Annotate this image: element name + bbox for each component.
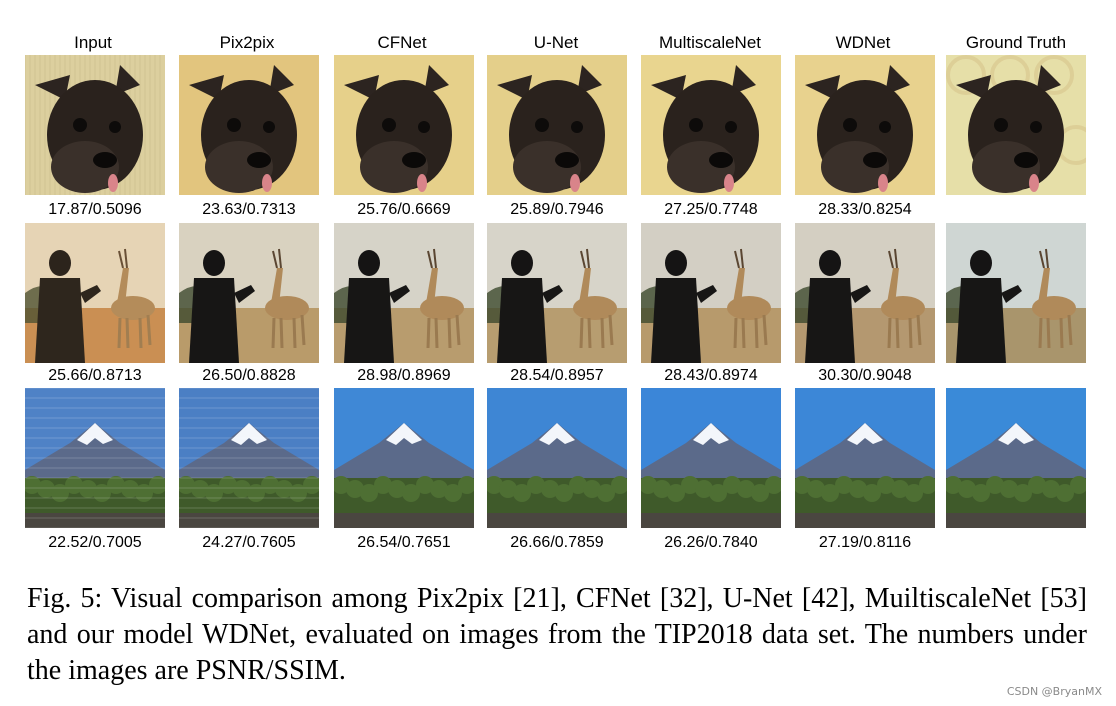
result-image: [946, 55, 1086, 195]
column-header-pix2pix: Pix2pix: [219, 33, 275, 52]
result-image-graphic: [487, 55, 627, 195]
psnr-ssim-label: 30.30/0.9048: [818, 367, 912, 384]
result-image-graphic: [641, 55, 781, 195]
result-image-graphic: [179, 55, 319, 195]
result-image: [25, 388, 165, 528]
psnr-ssim-label: 27.19/0.8116: [818, 534, 912, 551]
psnr-ssim-label: 24.27/0.7605: [202, 534, 296, 551]
psnr-ssim-label: 28.54/0.8957: [510, 367, 604, 384]
result-image-graphic: [25, 223, 165, 363]
psnr-ssim-label: 28.33/0.8254: [818, 201, 912, 218]
result-image-graphic: [334, 223, 474, 363]
column-header-unet: U-Net: [533, 33, 579, 52]
result-image: [795, 388, 935, 528]
result-image: [946, 388, 1086, 528]
psnr-ssim-label: 17.87/0.5096: [48, 201, 142, 218]
result-image: [179, 55, 319, 195]
psnr-ssim-label: 26.50/0.8828: [202, 367, 296, 384]
result-image-graphic: [641, 223, 781, 363]
psnr-ssim-label: 22.52/0.7005: [48, 534, 142, 551]
psnr-ssim-label: 25.76/0.6669: [357, 201, 451, 218]
result-image: [179, 388, 319, 528]
column-header-wdnet: WDNet: [835, 33, 891, 52]
result-image: [334, 388, 474, 528]
result-image: [641, 55, 781, 195]
watermark: CSDN @BryanMX: [1006, 685, 1102, 698]
result-image: [334, 55, 474, 195]
result-image: [795, 223, 935, 363]
result-image-graphic: [179, 388, 319, 528]
psnr-ssim-label: 26.54/0.7651: [357, 534, 451, 551]
result-image-graphic: [487, 388, 627, 528]
result-image: [641, 388, 781, 528]
result-image-graphic: [795, 223, 935, 363]
result-image: [487, 388, 627, 528]
result-image-graphic: [25, 55, 165, 195]
psnr-ssim-label: 27.25/0.7748: [664, 201, 758, 218]
psnr-ssim-label: 28.43/0.8974: [664, 367, 758, 384]
result-image: [487, 55, 627, 195]
result-image: [946, 223, 1086, 363]
psnr-ssim-label: 26.66/0.7859: [510, 534, 604, 551]
psnr-ssim-label: 23.63/0.7313: [202, 201, 296, 218]
result-image-graphic: [795, 388, 935, 528]
result-image: [25, 55, 165, 195]
result-image-graphic: [487, 223, 627, 363]
result-image-graphic: [334, 388, 474, 528]
result-image-graphic: [946, 223, 1086, 363]
figure-caption: Fig. 5: Visual comparison among Pix2pix …: [27, 583, 1087, 686]
result-image-graphic: [334, 55, 474, 195]
result-image-graphic: [946, 55, 1086, 195]
psnr-ssim-label: 26.26/0.7840: [664, 534, 758, 551]
result-image: [487, 223, 627, 363]
column-header-cfnet: CFNet: [377, 33, 427, 52]
result-image-graphic: [946, 388, 1086, 528]
psnr-ssim-label: 25.66/0.8713: [48, 367, 142, 384]
column-header-input: Input: [74, 33, 112, 52]
result-image-graphic: [179, 223, 319, 363]
result-image: [795, 55, 935, 195]
psnr-ssim-label: 25.89/0.7946: [510, 201, 604, 218]
result-image-graphic: [641, 388, 781, 528]
psnr-ssim-label: 28.98/0.8969: [357, 367, 451, 384]
column-header-ground-truth: Ground Truth: [965, 33, 1067, 52]
result-image: [25, 223, 165, 363]
result-image: [179, 223, 319, 363]
column-header-multiscalenet: MultiscaleNet: [658, 33, 762, 52]
result-image-graphic: [795, 55, 935, 195]
result-image-graphic: [25, 388, 165, 528]
result-image: [641, 223, 781, 363]
result-image: [334, 223, 474, 363]
